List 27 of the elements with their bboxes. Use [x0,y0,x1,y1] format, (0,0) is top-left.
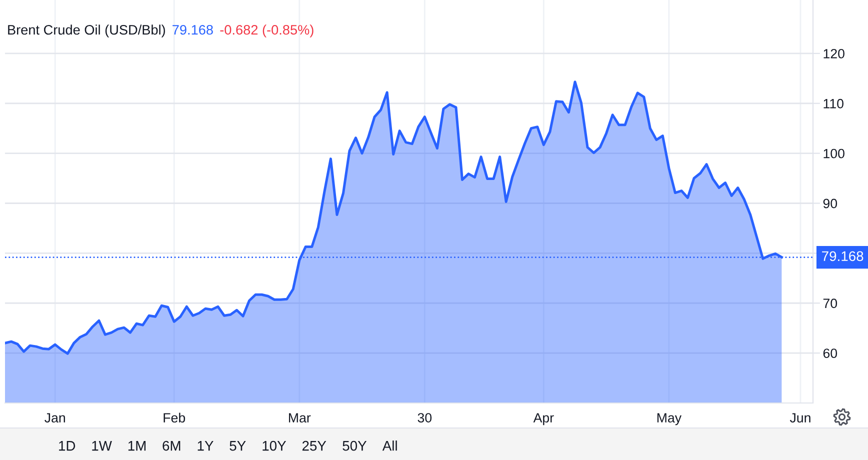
text: Brent Crude Oil (USD/Bbl) [8,24,165,38]
x-tick-label: Apr [533,413,554,426]
x-tick-label: Jun [790,413,810,423]
y-tick-label: 60 [823,348,838,358]
category-label: 6M [162,440,180,451]
category-label: 1M [128,441,146,451]
category-label: 50Y [342,440,367,451]
category-label: 1W [92,441,112,451]
annotation: -0.682 (-0.85%) [220,24,314,38]
x-tick-label: Jan [44,413,65,423]
category-label: 10Y [262,440,286,451]
x-tick-label: Feb [164,412,186,423]
y-tick-label: 110 [824,98,844,108]
category-label: 1D [59,441,76,451]
ref-line-label: 79.168 [822,251,864,262]
category-label: 1Y [198,441,214,451]
x-tick-label: 30 [418,413,432,423]
y-tick-label: 100 [824,148,844,158]
y-tick-label: 70 [823,298,838,308]
category-label: 5Y [230,441,246,451]
category-label: All [382,440,397,451]
category-label: 25Y [302,440,326,451]
annotation: 79.168 [172,25,213,35]
x-tick-label: May [657,413,682,426]
x-tick-label: Mar [289,413,311,423]
y-tick-label: 90 [823,198,838,208]
y-tick-label: 120 [824,48,844,58]
